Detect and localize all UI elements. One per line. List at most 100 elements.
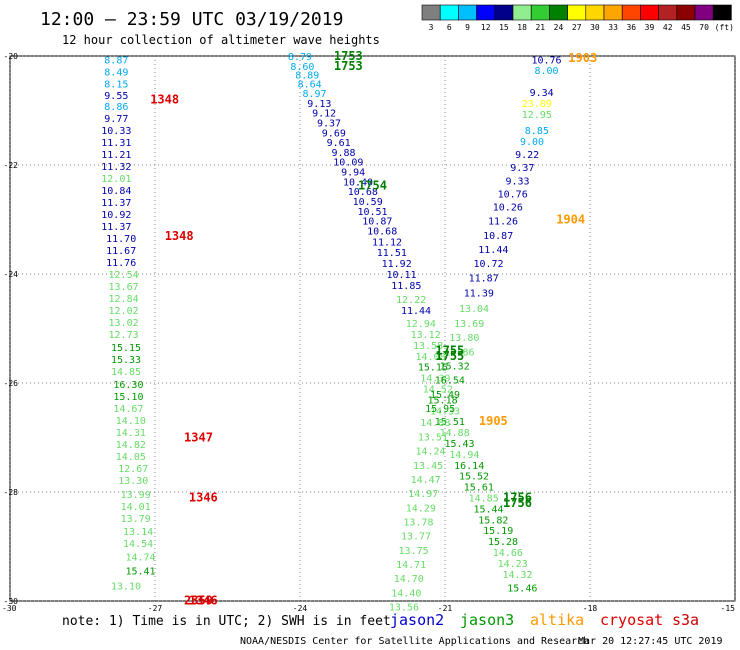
swh-value-label: 11.87 xyxy=(469,273,499,284)
swh-value-label: 9.94 xyxy=(341,168,365,179)
swh-value-label: 8.87 xyxy=(104,55,128,66)
swh-value-label: 11.85 xyxy=(391,281,421,292)
swh-value-label: 13.02 xyxy=(109,318,139,329)
swh-value-label: 13.10 xyxy=(111,582,141,593)
swh-value-label: 12.22 xyxy=(396,295,426,306)
swh-value-label: 14.31 xyxy=(116,428,146,439)
colorbar-swatch xyxy=(512,4,532,21)
swh-value-label: 14.08 xyxy=(415,352,445,363)
colorbar-swatch xyxy=(603,4,623,21)
pass-time-label: 1346 xyxy=(189,593,218,607)
colorbar-label: 36 xyxy=(626,23,636,32)
swh-value-label: 14.88 xyxy=(420,418,450,429)
swh-value-label: 10.09 xyxy=(333,158,363,169)
colorbar-swatch xyxy=(549,4,568,21)
swh-value-label: 12.84 xyxy=(109,294,139,305)
swh-value-label: 8.64 xyxy=(298,79,322,90)
legend: jason2 jason3 altika cryosat s3a xyxy=(390,611,699,629)
swh-value-label: 10.76 xyxy=(498,189,528,200)
swh-value-label: 14.67 xyxy=(113,404,143,415)
swh-value-label: 13.79 xyxy=(121,514,151,525)
swh-value-label: 11.44 xyxy=(401,306,431,317)
legend-jason3: jason3 xyxy=(460,611,514,629)
swh-value-label: 14.74 xyxy=(125,552,155,563)
colorbar-swatch xyxy=(458,4,477,21)
chart-subtitle: 12 hour collection of altimeter wave hei… xyxy=(62,33,380,47)
colorbar-label: 30 xyxy=(590,23,600,32)
swh-value-label: 11.31 xyxy=(101,138,131,149)
swh-value-label: 14.52 xyxy=(423,384,453,395)
swh-value-label: 14.05 xyxy=(116,452,146,463)
swh-value-label: 13.77 xyxy=(401,532,431,543)
swh-value-label: 10.87 xyxy=(483,231,513,242)
swh-value-label: 15.52 xyxy=(459,472,489,483)
x-tick-label: -27 xyxy=(148,604,163,613)
swh-value-label: 14.47 xyxy=(411,475,441,486)
swh-value-label: 15.49 xyxy=(430,390,460,401)
colorbar-swatch xyxy=(640,4,659,21)
swh-value-label: 11.37 xyxy=(101,222,131,233)
swh-value-label: 10.68 xyxy=(348,187,378,198)
swh-value-label: 12.01 xyxy=(101,174,131,185)
swh-value-label: 11.37 xyxy=(101,198,131,209)
pass-time-label: 1346 xyxy=(189,490,218,504)
swh-value-label: 14.24 xyxy=(415,447,445,458)
swh-value-label: 12.73 xyxy=(109,330,139,341)
pass-time-label: 1753 xyxy=(334,49,363,63)
grid-lines xyxy=(9,55,736,602)
legend-s3a: s3a xyxy=(672,611,699,629)
swh-value-label: 8.85 xyxy=(525,126,549,137)
swh-value-label: 11.44 xyxy=(478,245,508,256)
swh-value-label: 14.82 xyxy=(116,440,146,451)
swh-value-label: 12.95 xyxy=(522,110,552,121)
pass-time-label: 1756 xyxy=(503,496,532,510)
swh-value-label: 14.39 xyxy=(420,374,450,385)
swh-value-label: 15.95 xyxy=(425,404,455,415)
colorbar-swatch xyxy=(676,4,696,21)
swh-value-label: 11.12 xyxy=(372,237,402,248)
swh-value-label: 9.69 xyxy=(322,128,346,139)
swh-value-label: 10.76 xyxy=(531,55,561,66)
colorbar-label: 24 xyxy=(554,23,564,32)
swh-value-label: 15.51 xyxy=(435,417,465,428)
swh-value-label: 15.82 xyxy=(478,515,508,526)
swh-value-label: 23.89 xyxy=(522,99,552,110)
footer-timestamp: Mar 20 12:27:45 UTC 2019 xyxy=(578,636,723,647)
colorbar-swatch xyxy=(585,4,605,21)
swh-value-label: 15.15 xyxy=(418,363,448,374)
pass-time-label: 1348 xyxy=(150,93,179,107)
swh-value-label: 9.13 xyxy=(307,99,331,110)
swh-value-label: 10.33 xyxy=(101,126,131,137)
swh-value-label: 9.22 xyxy=(515,150,539,161)
swh-value-label: 9.55 xyxy=(104,91,128,102)
swh-value-label: 10.72 xyxy=(473,259,503,270)
swh-value-label: 13.80 xyxy=(449,333,479,344)
swh-value-label: 12.02 xyxy=(109,306,139,317)
legend-cryosat: cryosat xyxy=(600,611,663,629)
swh-value-label: 8.00 xyxy=(534,66,558,77)
swh-value-label: 16.54 xyxy=(435,376,465,387)
swh-value-label: 12.94 xyxy=(406,319,436,330)
swh-value-label: 14.71 xyxy=(396,560,426,571)
swh-value-label: 15.46 xyxy=(507,583,537,594)
swh-value-label: 14.23 xyxy=(498,559,528,570)
swh-value-label: 13.56 xyxy=(389,602,419,613)
y-tick-label: -20 xyxy=(4,52,19,61)
swh-value-label: 15.10 xyxy=(113,392,143,403)
footer-credit: NOAA/NESDIS Center for Satellite Applica… xyxy=(240,636,589,647)
swh-value-label: 9.77 xyxy=(104,114,128,125)
swh-value-label: 15.61 xyxy=(464,483,494,494)
pass-time-label: 2359 xyxy=(184,593,213,607)
swh-value-label: 15.15 xyxy=(111,343,141,354)
x-tick-label: -21 xyxy=(438,604,453,613)
swh-value-label: 13.30 xyxy=(118,476,148,487)
pass-time-label: 1756 xyxy=(503,490,532,504)
swh-value-label: 15.28 xyxy=(488,537,518,548)
swh-value-label: 9.34 xyxy=(530,88,554,99)
colorbar-swatch xyxy=(476,4,496,21)
x-tick-label: -15 xyxy=(721,604,736,613)
swh-value-label: 13.58 xyxy=(413,341,443,352)
pass-time-label: 1347 xyxy=(184,431,213,445)
swh-value-label: 14.66 xyxy=(493,548,523,559)
